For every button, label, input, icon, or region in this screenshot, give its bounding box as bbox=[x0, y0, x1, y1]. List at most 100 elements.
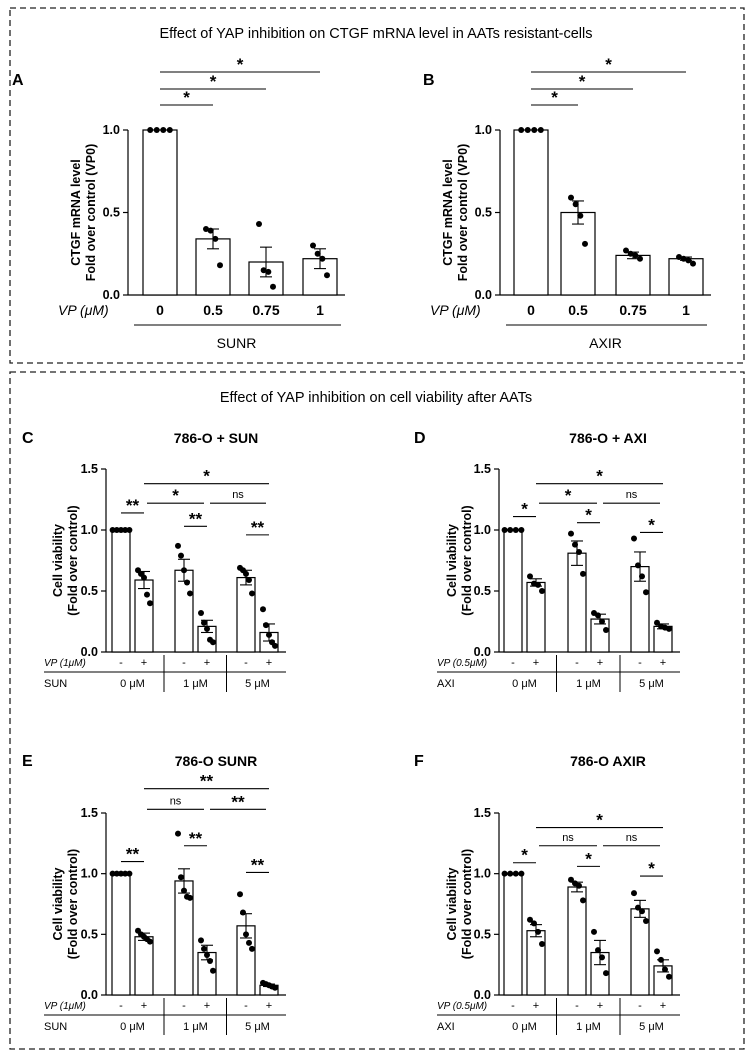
bar bbox=[111, 873, 131, 996]
y-tick-label: 1.0 bbox=[474, 867, 491, 881]
data-point bbox=[198, 937, 204, 944]
dose-group-label: 5 μM bbox=[245, 678, 270, 690]
vp-row-label: VP (0.5μM) bbox=[437, 658, 487, 669]
data-point bbox=[537, 127, 544, 133]
data-point bbox=[113, 527, 120, 533]
data-point bbox=[512, 870, 519, 877]
y-axis-label: Cell viability(Fold over control) bbox=[51, 849, 80, 959]
significance-label: ** bbox=[251, 518, 265, 537]
bar bbox=[615, 254, 651, 296]
y-tick-label: 0.0 bbox=[81, 988, 98, 1002]
data-point bbox=[643, 589, 649, 596]
panel-label: E bbox=[22, 753, 33, 770]
y-tick-label: 0.0 bbox=[81, 645, 98, 659]
y-axis-label-line: Cell viability bbox=[445, 524, 459, 597]
significance-label: ns bbox=[170, 795, 182, 807]
data-point bbox=[319, 255, 326, 262]
y-axis-label: CTGF mRNA levelFold over control (VP0) bbox=[69, 144, 98, 282]
drug-row-label: AXI bbox=[437, 678, 455, 690]
data-point bbox=[639, 908, 645, 915]
panel-label: D bbox=[414, 430, 426, 447]
chart-panel-d: D 786-O + AXI 0.0 0.5 1.0 1.5 Cell viability(F… bbox=[414, 430, 680, 692]
data-point bbox=[198, 609, 204, 616]
data-point bbox=[314, 250, 321, 257]
significance-label: * bbox=[648, 515, 655, 534]
data-point bbox=[270, 283, 276, 290]
data-point bbox=[256, 221, 262, 228]
y-tick-label: 0.5 bbox=[474, 584, 491, 598]
data-point bbox=[572, 541, 578, 548]
data-point bbox=[260, 267, 267, 274]
bar bbox=[668, 258, 704, 296]
section-title-viability: Effect of YAP inhibition on cell viabili… bbox=[220, 390, 532, 406]
data-point bbox=[160, 127, 167, 133]
y-tick-label: 0.5 bbox=[475, 206, 492, 220]
data-point bbox=[524, 127, 531, 133]
data-point bbox=[240, 909, 246, 916]
data-point bbox=[568, 876, 574, 883]
data-point bbox=[599, 954, 605, 961]
y-axis-label: CTGF mRNA levelFold over control (VP0) bbox=[441, 144, 470, 282]
data-point bbox=[518, 527, 525, 533]
y-tick-label: 1.0 bbox=[475, 123, 492, 137]
bar bbox=[134, 579, 154, 653]
data-point bbox=[658, 956, 664, 963]
bar bbox=[503, 873, 523, 996]
vp-tick-label: + bbox=[204, 657, 210, 669]
data-point bbox=[676, 254, 682, 261]
y-tick-label: 1.5 bbox=[474, 806, 491, 820]
x-tick-label: 1 bbox=[316, 302, 324, 318]
data-point bbox=[576, 548, 582, 555]
vp-tick-label: - bbox=[182, 1000, 186, 1012]
data-point bbox=[118, 870, 124, 877]
data-point bbox=[178, 874, 184, 881]
significance-label: * bbox=[648, 859, 655, 878]
drug-row-label: SUN bbox=[44, 1021, 67, 1033]
data-point bbox=[662, 966, 668, 973]
bar bbox=[526, 930, 546, 996]
vp-tick-label: + bbox=[533, 1000, 539, 1012]
data-point bbox=[595, 612, 601, 619]
y-axis-label-line: (Fold over control) bbox=[460, 505, 474, 615]
significance-label: ns bbox=[562, 832, 574, 844]
data-point bbox=[126, 527, 133, 533]
bar bbox=[142, 129, 178, 296]
section-title-ctgf: Effect of YAP inhibition on CTGF mRNA le… bbox=[159, 26, 592, 42]
bar bbox=[134, 936, 154, 996]
data-point bbox=[243, 570, 249, 577]
chart-title: 786-O + AXI bbox=[569, 430, 647, 446]
data-point bbox=[631, 890, 637, 897]
data-point bbox=[204, 625, 210, 632]
data-point bbox=[631, 535, 637, 542]
vp-tick-label: - bbox=[638, 657, 642, 669]
y-axis-label-line: Cell viability bbox=[51, 524, 65, 597]
data-point bbox=[527, 573, 533, 580]
data-point bbox=[118, 527, 124, 533]
data-point bbox=[181, 887, 187, 894]
data-point bbox=[187, 894, 193, 901]
data-point bbox=[178, 552, 184, 559]
y-tick-label: 0.5 bbox=[81, 584, 98, 598]
data-point bbox=[210, 967, 216, 974]
vp-tick-label: - bbox=[244, 1000, 248, 1012]
data-point bbox=[147, 600, 153, 607]
significance-label: ns bbox=[232, 489, 244, 501]
panel-label: F bbox=[414, 753, 424, 770]
significance-label: * bbox=[521, 500, 528, 519]
vp-tick-label: + bbox=[141, 1000, 147, 1012]
data-point bbox=[531, 920, 537, 927]
data-point bbox=[518, 127, 525, 133]
y-tick-label: 1.0 bbox=[81, 867, 98, 881]
bar bbox=[236, 576, 256, 653]
data-point bbox=[535, 928, 541, 935]
significance-label: * bbox=[183, 88, 190, 107]
x-tick-label: 1 bbox=[682, 302, 690, 318]
data-point bbox=[582, 240, 588, 247]
y-tick-label: 0.0 bbox=[475, 288, 492, 302]
vp-tick-label: - bbox=[575, 657, 579, 669]
x-tick-label: 0.5 bbox=[203, 302, 223, 318]
data-point bbox=[591, 928, 597, 935]
data-point bbox=[643, 917, 649, 924]
data-point bbox=[518, 870, 525, 877]
